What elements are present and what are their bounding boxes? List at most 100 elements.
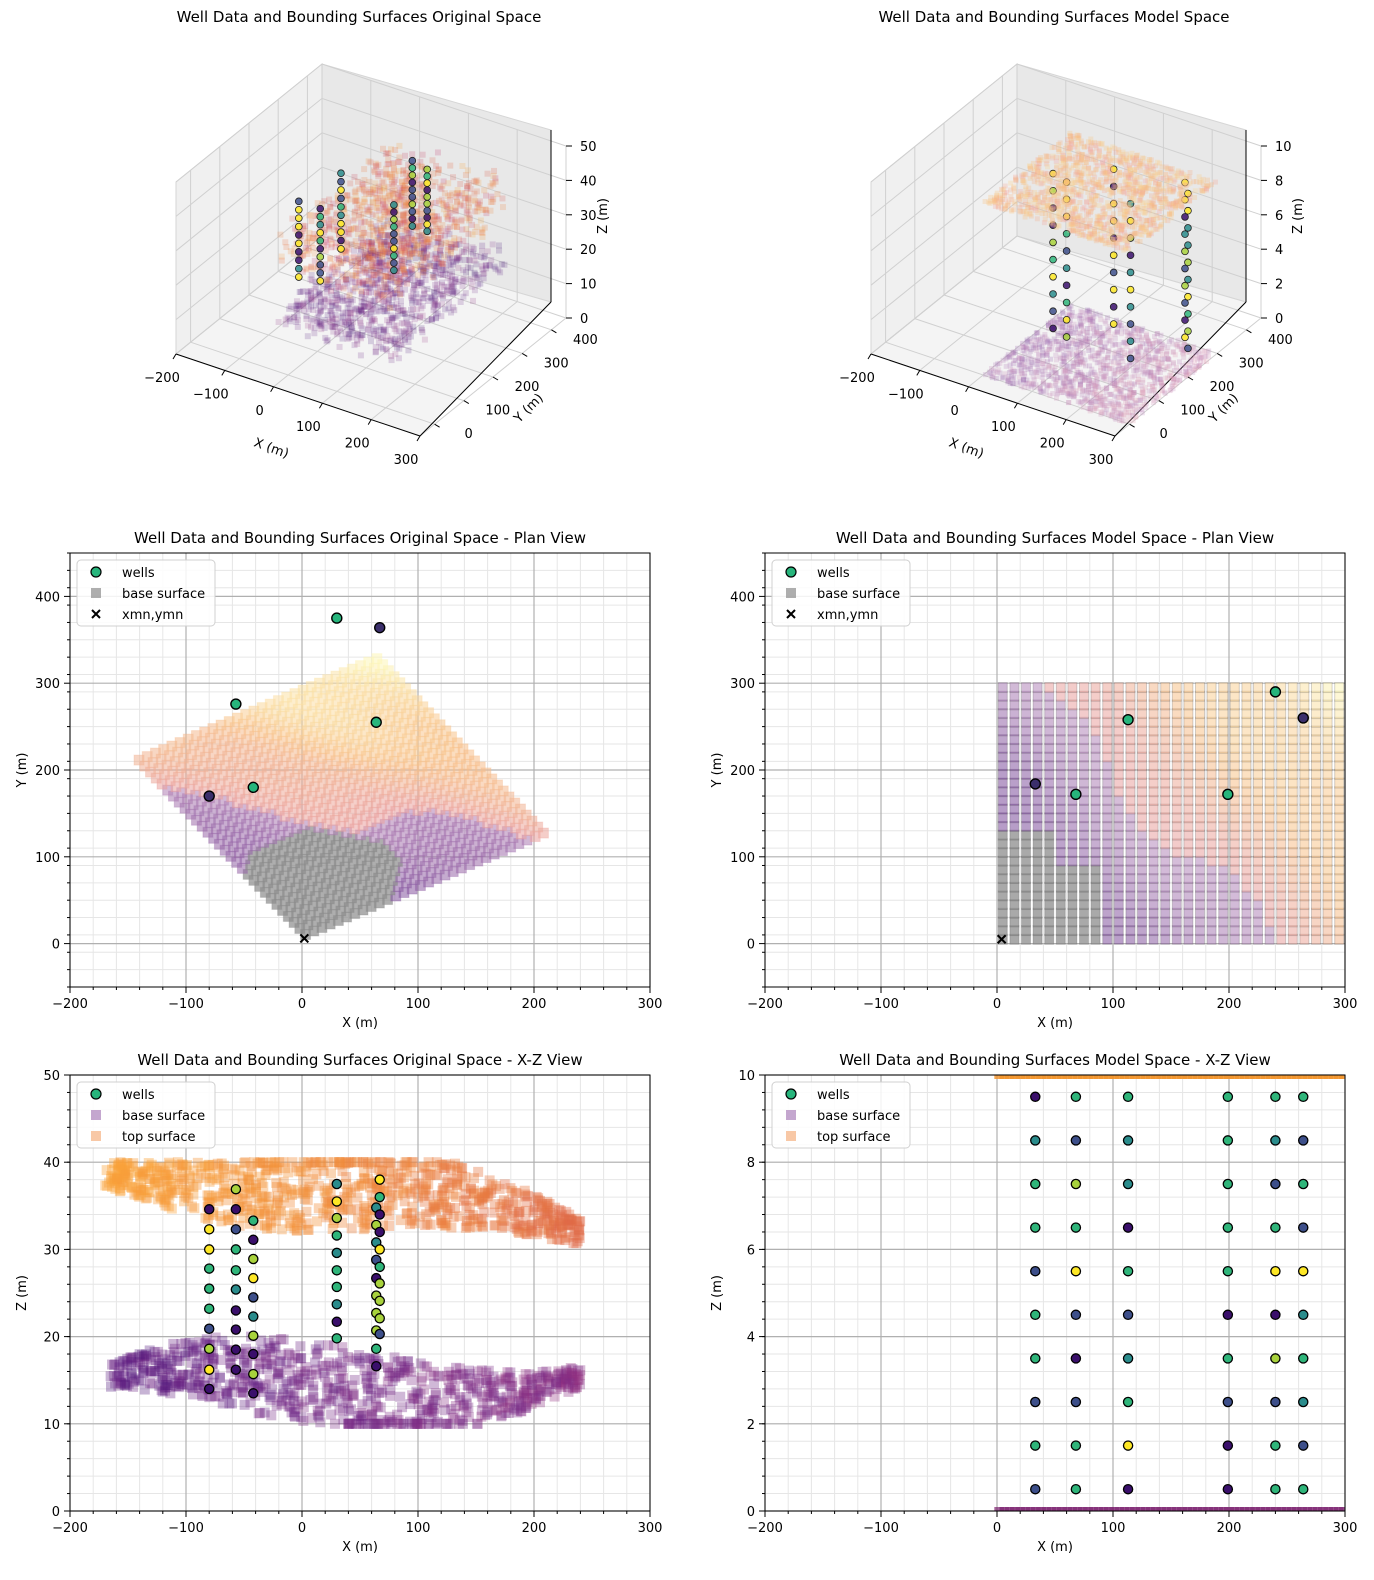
top-surface-point <box>1146 233 1151 238</box>
base-surface-point <box>1155 331 1160 336</box>
top-surface-point <box>399 245 405 251</box>
top-surface-point <box>432 179 438 185</box>
base-surface-point <box>1026 385 1031 390</box>
base-surface-point <box>1140 391 1145 396</box>
well-sample <box>317 213 324 220</box>
well-sample <box>1127 321 1134 328</box>
top-surface-point <box>341 285 347 291</box>
base-surface-point <box>1118 403 1123 408</box>
x-tick-label: 200 <box>345 437 370 452</box>
base-surface-point <box>1125 382 1130 387</box>
base-surface-point <box>1089 367 1094 372</box>
top-surface-point <box>483 193 489 199</box>
well-sample <box>409 186 416 193</box>
base-surface-point <box>1038 336 1043 341</box>
base-surface-point <box>349 279 355 285</box>
top-surface-point <box>397 291 403 297</box>
well-sample <box>338 212 345 219</box>
top-surface-point <box>1013 177 1018 182</box>
z-tick-label: 0 <box>1275 312 1283 327</box>
top-surface-point <box>392 147 398 153</box>
base-surface-point <box>1059 362 1064 367</box>
base-surface-point <box>1071 363 1076 368</box>
top-surface-point <box>310 266 316 272</box>
top-surface-point <box>1094 146 1099 151</box>
base-surface-point <box>304 313 310 319</box>
top-surface-point <box>1023 202 1028 207</box>
top-surface-point <box>387 305 393 311</box>
top-surface-point <box>279 258 285 264</box>
top-surface-point <box>312 258 318 264</box>
base-surface-point <box>1093 382 1098 387</box>
well-sample <box>409 179 416 186</box>
base-surface-point <box>993 363 998 368</box>
top-surface-point <box>1042 195 1047 200</box>
top-surface-point <box>382 240 388 246</box>
well-sample <box>390 231 397 238</box>
base-surface-point <box>358 323 364 329</box>
top-surface-point <box>438 241 444 247</box>
base-surface-point <box>1142 396 1147 401</box>
base-surface-point <box>1131 418 1136 423</box>
well-sample <box>424 207 431 214</box>
base-surface-point <box>1067 351 1072 356</box>
top-surface-point <box>1050 218 1055 223</box>
top-surface-point <box>1149 213 1154 218</box>
base-surface-point <box>1020 371 1025 376</box>
top-surface-point <box>432 256 438 262</box>
well-sample <box>1110 269 1117 276</box>
top-surface-point <box>1132 198 1137 203</box>
top-surface-point <box>1052 193 1057 198</box>
top-surface-point <box>377 284 383 290</box>
top-surface-point <box>447 210 453 216</box>
base-surface-point <box>470 251 476 257</box>
top-surface-point <box>303 245 309 251</box>
well-sample <box>409 157 416 164</box>
base-surface-point <box>1076 399 1081 404</box>
top-surface-point <box>983 199 988 204</box>
base-surface-point <box>451 307 457 313</box>
base-surface-point <box>368 338 374 344</box>
base-surface-point <box>322 296 328 302</box>
top-surface-point <box>1071 187 1076 192</box>
top-surface-point <box>383 171 389 177</box>
top-surface-point <box>438 228 444 234</box>
well-sample <box>338 203 345 210</box>
base-surface-point <box>482 253 488 259</box>
z-axis-label: Z (m) <box>596 198 611 234</box>
top-surface-point <box>408 264 414 270</box>
base-surface-point <box>1177 359 1182 364</box>
well-sample <box>1110 321 1117 328</box>
top-surface-point <box>1137 198 1142 203</box>
top-surface-point <box>1086 139 1091 144</box>
base-surface-point <box>1093 404 1098 409</box>
top-surface-point <box>397 268 403 274</box>
top-surface-point <box>405 240 411 246</box>
top-surface-point <box>369 191 375 197</box>
base-surface-point <box>322 335 328 341</box>
base-surface-point <box>1183 365 1188 370</box>
base-surface-point <box>1079 372 1084 377</box>
top-surface-point <box>353 188 359 194</box>
top-surface-point <box>383 166 389 172</box>
base-surface-point <box>1098 312 1103 317</box>
top-surface-point <box>1132 182 1137 187</box>
top-surface-point <box>1205 178 1210 183</box>
well-sample <box>390 223 397 230</box>
top-surface-point <box>1035 216 1040 221</box>
x-tick-label: −100 <box>888 387 924 402</box>
base-surface-point <box>1133 398 1138 403</box>
top-surface-point <box>389 181 395 187</box>
top-surface-point <box>370 185 376 191</box>
top-surface-point <box>1028 194 1033 199</box>
top-surface-point <box>1138 175 1143 180</box>
base-surface-point <box>1085 333 1090 338</box>
base-surface-point <box>1095 351 1100 356</box>
base-surface-point <box>371 331 377 337</box>
well-sample <box>1110 286 1117 293</box>
top-surface-point <box>1045 164 1050 169</box>
top-surface-point <box>327 255 333 261</box>
base-surface-point <box>1138 367 1143 372</box>
top-surface-point <box>372 169 378 175</box>
